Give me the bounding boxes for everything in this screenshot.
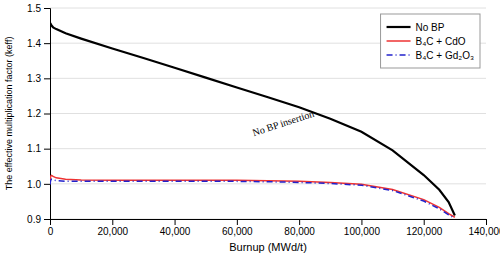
tick-mark — [112, 219, 113, 225]
series-line — [50, 179, 455, 218]
tick: 1.0 — [27, 179, 50, 190]
tick: 0.9 — [27, 214, 50, 225]
tick-mark — [424, 219, 425, 225]
tick-label: 120,000 — [406, 226, 443, 237]
tick-label: 100,000 — [344, 226, 381, 237]
annotation: No BP insertion — [251, 108, 315, 138]
tick-mark — [486, 219, 487, 225]
legend-swatch — [387, 54, 411, 56]
tick-label: 1.3 — [27, 73, 41, 84]
tick: 20,000 — [97, 219, 128, 237]
tick: 1.2 — [27, 108, 50, 119]
tick-mark — [44, 114, 50, 115]
axis-line — [51, 220, 487, 226]
tick: 1.3 — [27, 73, 50, 84]
tick-mark — [44, 8, 50, 9]
tick: 80,000 — [284, 219, 315, 237]
tick: 1.4 — [27, 38, 50, 49]
tick-label: 20,000 — [97, 226, 128, 237]
tick-label: 0 — [48, 226, 54, 237]
plot: 0 20,000 40,000 60,000 80,000 100,000 120,000 1… — [27, 3, 500, 237]
tick-mark — [237, 219, 238, 225]
grid-line — [50, 148, 486, 149]
tick-mark — [44, 184, 50, 185]
legend-label: B₄C + CdO — [416, 36, 466, 47]
tick-label: 80,000 — [284, 226, 315, 237]
tick: 40,000 — [160, 219, 191, 237]
tick-label: 140,000 — [468, 226, 500, 237]
y-axis: 0.9 1.0 1.1 1.2 1.3 1.4 1.5 — [27, 3, 50, 225]
tick-mark — [175, 219, 176, 225]
legend-box — [381, 14, 480, 68]
tick-label: 40,000 — [160, 226, 191, 237]
legend-swatch — [387, 26, 411, 28]
tick-label: 60,000 — [222, 226, 253, 237]
tick-label: 1.5 — [27, 3, 41, 14]
tick-label: 1.0 — [27, 179, 41, 190]
legend-label: B₄C + Gd₂O₃ — [416, 50, 474, 61]
x-axis: 0 20,000 40,000 60,000 80,000 100,000 120,000 1… — [48, 219, 500, 237]
tick-label: 1.2 — [27, 108, 41, 119]
tick-mark — [44, 43, 50, 44]
tick-mark — [299, 219, 300, 225]
grid-line — [50, 78, 486, 79]
grid-line — [50, 113, 486, 114]
legend-item: B₄C + Gd₂O₃ — [387, 50, 474, 61]
tick-mark — [44, 78, 50, 79]
tick-label: 1.4 — [27, 38, 41, 49]
tick-label: 1.1 — [27, 143, 41, 154]
legend-swatch — [387, 40, 411, 42]
tick-label: 0.9 — [27, 214, 41, 225]
tick-mark — [361, 219, 362, 225]
tick-mark — [44, 219, 50, 220]
axis-line — [44, 9, 51, 220]
tick: 60,000 — [222, 219, 253, 237]
tick: 140,000 — [468, 219, 500, 237]
legend-item: B₄C + CdO — [387, 36, 466, 47]
grid-line — [50, 183, 486, 184]
tick: 120,000 — [406, 219, 443, 237]
x-axis-title: Burnup (MWd/t) — [229, 241, 307, 253]
grid-line — [50, 8, 486, 9]
tick: 0 — [48, 219, 54, 237]
legend-label: No BP — [416, 22, 445, 33]
grid — [50, 8, 486, 219]
chart: 0 20,000 40,000 60,000 80,000 100,000 120,000 1… — [0, 0, 500, 257]
legend: No BP B₄C + CdO B₄C + Gd₂O₃ — [381, 14, 480, 68]
tick-mark — [44, 149, 50, 150]
y-axis-title: The effective multiplication factor (kef… — [4, 37, 14, 191]
legend-item: No BP — [387, 22, 445, 33]
tick: 100,000 — [344, 219, 381, 237]
tick: 1.1 — [27, 143, 50, 154]
tick: 1.5 — [27, 3, 50, 14]
